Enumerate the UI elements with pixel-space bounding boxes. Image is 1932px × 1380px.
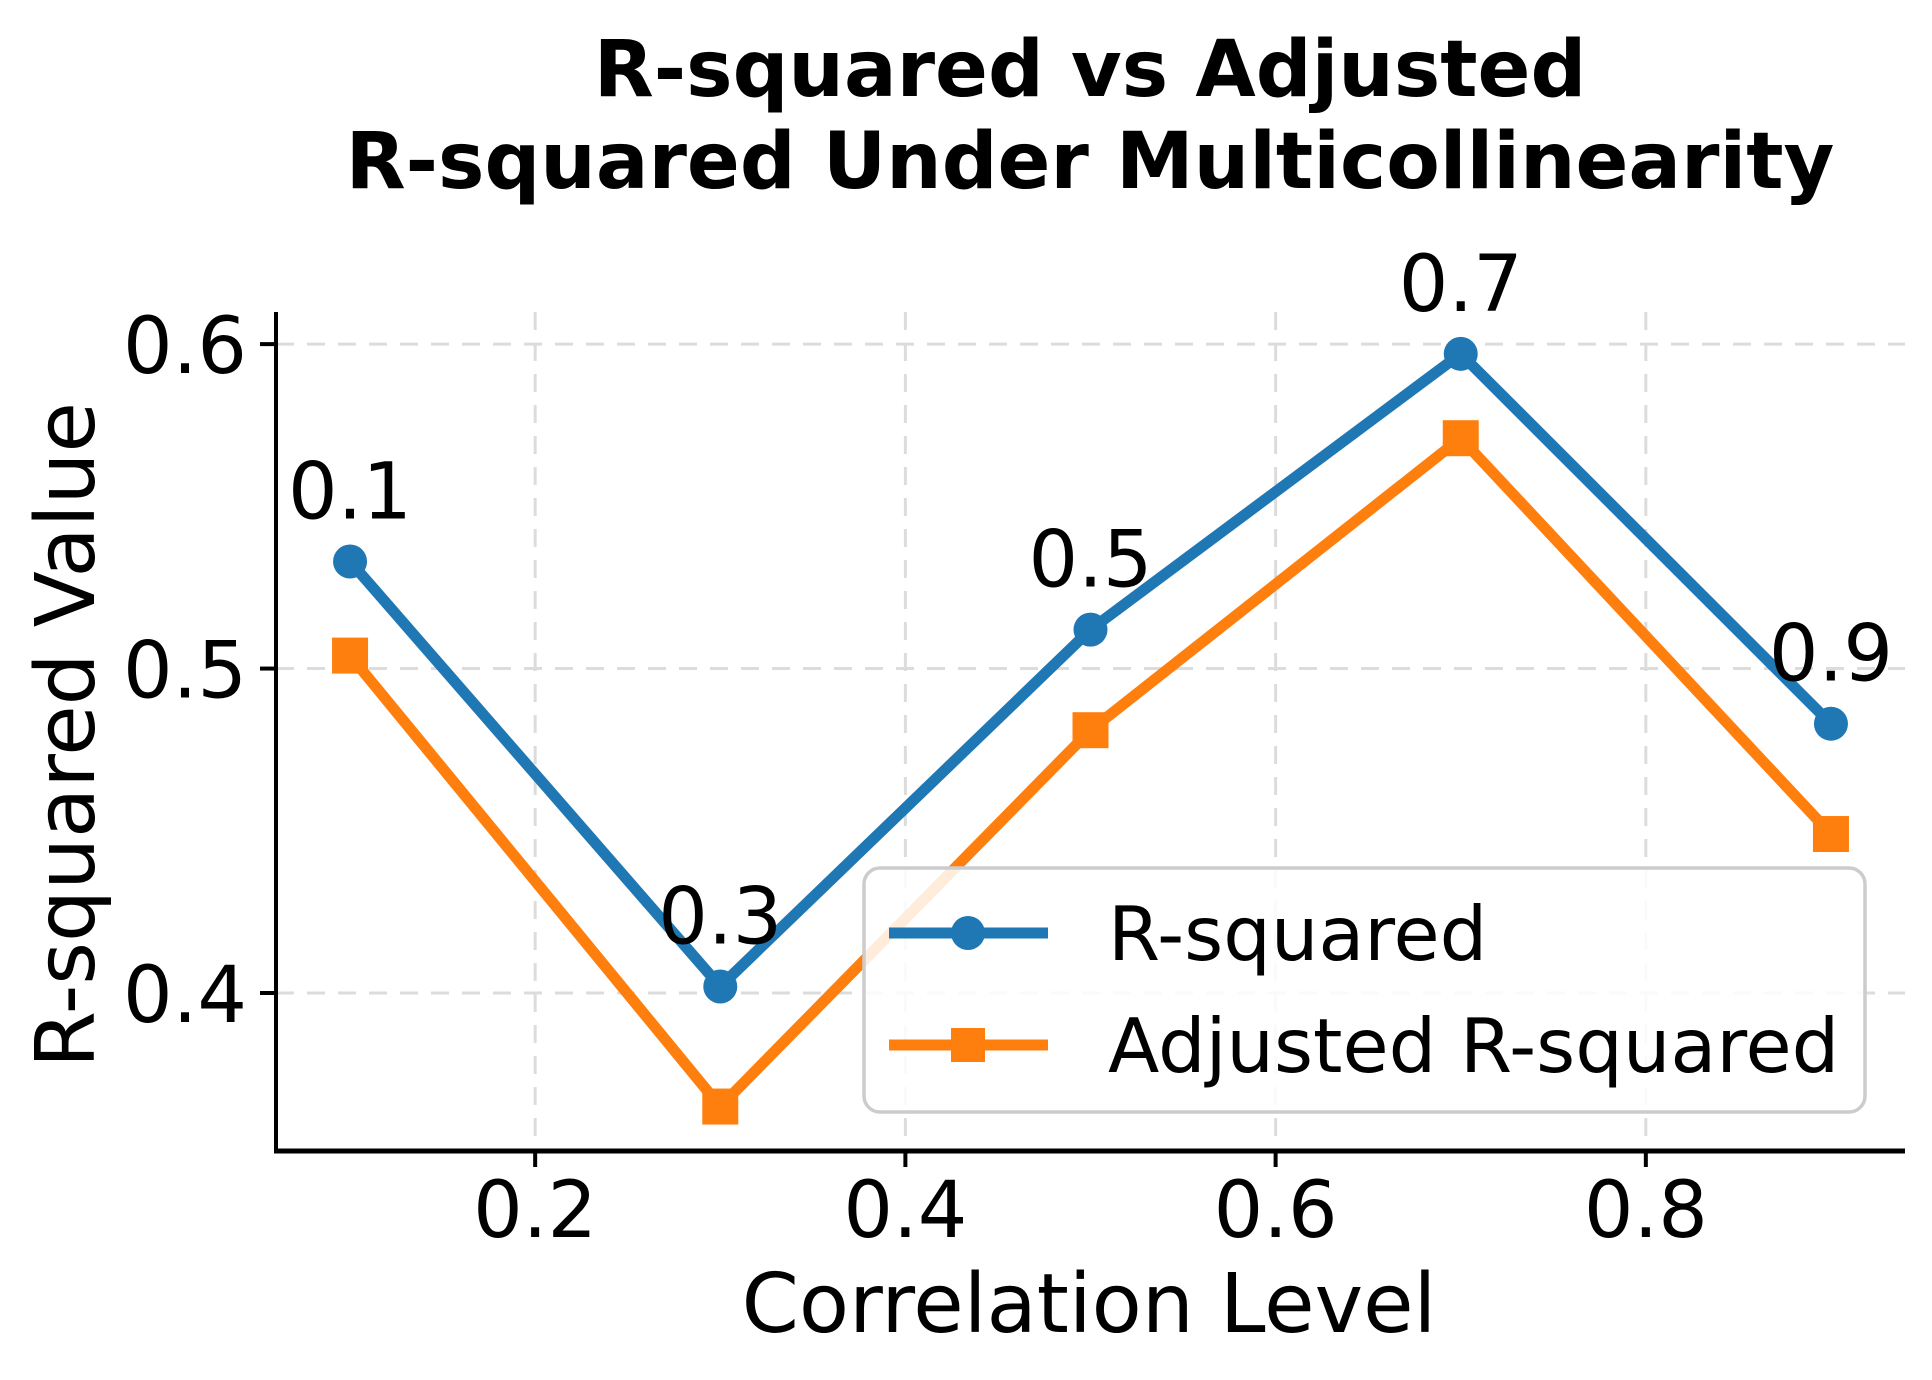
x-tick-label: 0.4: [843, 1166, 967, 1256]
chart-title-line1: R-squared vs Adjusted: [594, 25, 1587, 115]
data-point-marker-circle: [333, 544, 368, 579]
data-point-marker-square: [1442, 420, 1479, 457]
x-tick-label: 0.6: [1214, 1166, 1338, 1256]
point-annotation: 0.3: [658, 873, 782, 963]
data-point-marker-square: [702, 1088, 739, 1125]
point-annotation: 0.1: [288, 447, 412, 537]
data-point-marker-circle: [703, 969, 738, 1004]
data-point-marker-circle: [1813, 706, 1848, 741]
x-tick-label: 0.8: [1584, 1166, 1708, 1256]
x-tick-label: 0.2: [473, 1166, 597, 1256]
y-tick-label: 0.6: [123, 302, 247, 392]
data-point-marker-circle: [1443, 336, 1478, 371]
data-point-marker-circle: [1073, 612, 1108, 647]
y-tick-label: 0.5: [123, 627, 247, 717]
legend-marker-square: [951, 1028, 985, 1062]
axes-layer: 0.2 0.4 0.6 0.8 0.4 0.5 0.6: [123, 302, 1905, 1256]
point-annotation: 0.9: [1769, 610, 1893, 700]
legend-box: [862, 866, 1867, 1114]
point-annotation: 0.7: [1399, 240, 1523, 330]
annotations-layer: 0.1 0.3 0.5 0.7 0.9: [288, 240, 1893, 963]
data-point-marker-square: [332, 637, 369, 674]
legend-label: R-squared: [1108, 890, 1487, 978]
chart-title-line2: R-squared Under Multicollinearity: [346, 117, 1835, 207]
data-point-marker-square: [1812, 816, 1849, 853]
y-tick-label: 0.4: [123, 951, 247, 1041]
x-axis-label: Correlation Level: [742, 1257, 1437, 1352]
legend-marker-circle: [951, 916, 985, 950]
legend-layer: R-squared Adjusted R-squared: [862, 866, 1867, 1114]
point-annotation: 0.5: [1028, 516, 1152, 606]
series-layer: [332, 336, 1849, 1125]
legend-label: Adjusted R-squared: [1108, 1002, 1839, 1090]
y-axis-label: R-squared Value: [19, 402, 114, 1068]
data-point-marker-square: [1072, 712, 1109, 749]
